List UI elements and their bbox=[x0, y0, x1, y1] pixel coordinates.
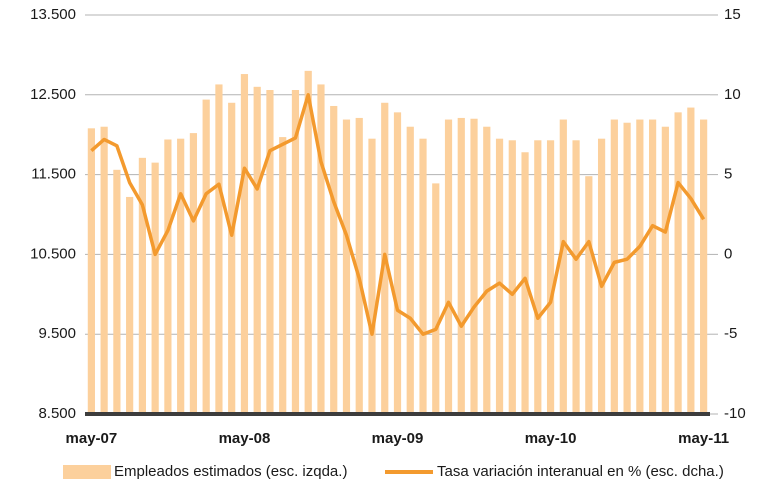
bar bbox=[457, 117, 465, 414]
y-tick-label: 10.500 bbox=[30, 245, 76, 262]
bar bbox=[291, 90, 300, 415]
bar bbox=[330, 105, 338, 415]
bar bbox=[419, 138, 427, 414]
bar bbox=[113, 169, 121, 414]
x-tick-label: may-09 bbox=[372, 430, 424, 447]
y-tick-label: 13.500 bbox=[30, 6, 76, 23]
bar bbox=[610, 119, 618, 415]
bar bbox=[189, 133, 198, 414]
bar bbox=[342, 119, 351, 415]
bar bbox=[559, 119, 567, 415]
bar bbox=[151, 162, 159, 414]
y-tick-label: 8.500 bbox=[38, 405, 76, 422]
bar bbox=[304, 70, 312, 415]
y2-tick-label: -5 bbox=[724, 325, 737, 342]
bar bbox=[572, 140, 580, 414]
bar bbox=[597, 138, 606, 414]
x-tick-label: may-07 bbox=[66, 430, 118, 447]
bar bbox=[279, 137, 287, 414]
bar bbox=[393, 112, 402, 414]
bar bbox=[687, 107, 695, 415]
y2-tick-label: 0 bbox=[724, 245, 732, 262]
bar bbox=[623, 122, 631, 414]
bar bbox=[317, 84, 325, 415]
bar bbox=[126, 196, 134, 414]
y2-tick-label: 10 bbox=[724, 86, 741, 103]
bar bbox=[470, 118, 478, 415]
bar bbox=[636, 119, 644, 415]
y-tick-label: 9.500 bbox=[38, 325, 76, 342]
x-tick-label: may-10 bbox=[525, 430, 577, 447]
y-tick-label: 11.500 bbox=[31, 166, 76, 183]
bar bbox=[240, 74, 249, 414]
bar bbox=[534, 140, 542, 414]
bar bbox=[164, 139, 172, 414]
bar bbox=[215, 84, 223, 415]
bar bbox=[483, 126, 491, 414]
y2-tick-label: 5 bbox=[724, 166, 732, 183]
y2-tick-label: -10 bbox=[724, 405, 746, 422]
bar bbox=[674, 112, 682, 414]
bar bbox=[444, 119, 453, 415]
bar bbox=[432, 183, 440, 414]
x-tick-label: may-11 bbox=[678, 430, 729, 447]
y2-tick-label: 15 bbox=[724, 6, 741, 23]
bar bbox=[266, 90, 274, 415]
bar bbox=[649, 119, 657, 415]
bar bbox=[138, 157, 146, 415]
bar bbox=[355, 117, 363, 414]
legend-label: Empleados estimados (esc. izqda.) bbox=[114, 463, 347, 480]
bar bbox=[368, 138, 376, 414]
bar bbox=[202, 99, 210, 414]
y-tick-label: 12.500 bbox=[30, 86, 76, 103]
line bbox=[90, 93, 706, 336]
bar bbox=[700, 119, 708, 415]
bar bbox=[87, 128, 95, 415]
bar bbox=[228, 102, 236, 414]
x-tick-label: may-08 bbox=[219, 430, 271, 447]
legend-label: Tasa variación interanual en % (esc. dch… bbox=[437, 463, 724, 480]
bar bbox=[406, 126, 414, 414]
bar bbox=[546, 140, 555, 414]
bar bbox=[495, 138, 504, 414]
bar bbox=[585, 176, 593, 414]
bar bbox=[177, 138, 185, 414]
bar bbox=[508, 140, 516, 414]
bar bbox=[100, 126, 108, 414]
bar bbox=[253, 86, 261, 414]
legend-swatch bbox=[63, 465, 111, 479]
bar bbox=[661, 126, 669, 414]
